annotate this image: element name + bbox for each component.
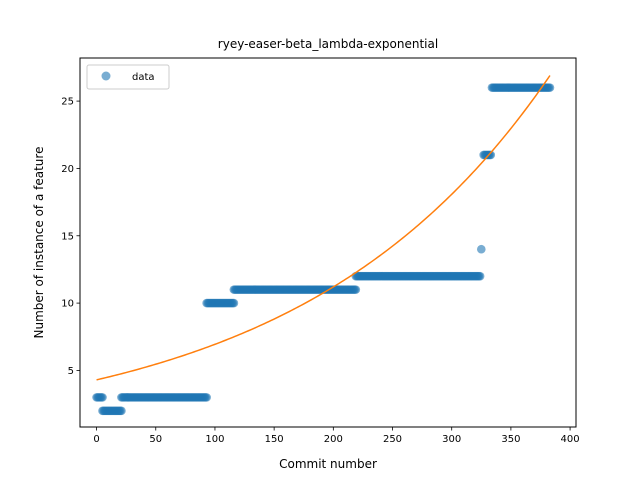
data-point (545, 83, 555, 92)
legend-label-data: data (132, 72, 155, 83)
plot-area (92, 83, 555, 416)
legend-box (86, 64, 170, 90)
data-point (475, 271, 485, 281)
y-tick-label: 5 (68, 366, 74, 377)
y-axis: 5 10 15 20 25 (61, 97, 80, 377)
x-tick-label: 100 (205, 434, 224, 445)
x-tick-label: 400 (561, 434, 580, 445)
data-point (202, 393, 211, 402)
data-point (229, 298, 239, 308)
x-axis: 0 50 100 150 200 250 300 350 400 (93, 427, 580, 445)
x-tick-label: 300 (442, 434, 461, 445)
plot-frame (79, 57, 577, 428)
x-tick-label: 50 (149, 434, 162, 445)
x-axis-label: Commit number (279, 457, 377, 471)
y-axis-label: Number of instance of a feature (32, 147, 46, 339)
data-point (486, 150, 496, 160)
x-tick-label: 200 (324, 434, 343, 445)
x-tick-label: 350 (501, 434, 520, 445)
y-tick-label: 20 (61, 164, 74, 175)
x-tick-label: 250 (383, 434, 402, 445)
data-point (98, 393, 107, 402)
y-tick-label: 15 (61, 231, 74, 242)
fit-curve (96, 75, 551, 381)
data-point (117, 406, 126, 416)
data-point (476, 244, 486, 254)
chart-title: ryey-easer-beta_lambda-exponential (218, 37, 438, 51)
x-tick-label: 0 (93, 434, 99, 445)
x-tick-label: 150 (265, 434, 284, 445)
data-point (351, 285, 361, 294)
y-tick-label: 25 (61, 97, 74, 108)
fit-curve-layer (96, 75, 551, 381)
legend: data (86, 64, 170, 90)
y-tick-label: 10 (61, 299, 74, 310)
legend-marker-data (101, 71, 111, 81)
